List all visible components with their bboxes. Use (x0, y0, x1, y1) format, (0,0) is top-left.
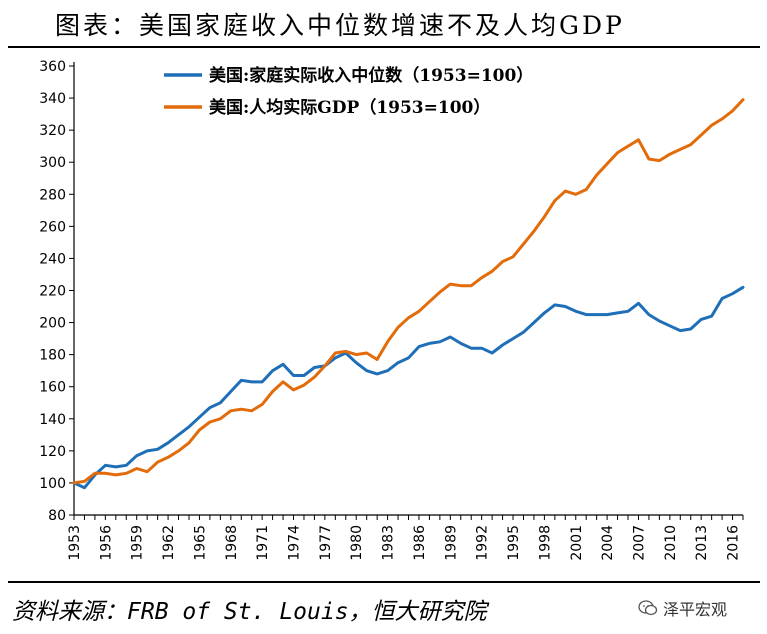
line-chart: 80 100 120 140 160 180 200 220 240 260 280 300 320 34… (39, 59, 745, 561)
x-tick-label: 1974 (287, 525, 303, 561)
chart-legend: 美国:家庭实际收入中位数（1953=100） 美国:人均实际GDP（1953=10… (164, 65, 533, 118)
x-tick-label: 1971 (255, 525, 271, 561)
y-tick-label: 260 (39, 219, 66, 235)
x-tick-label: 1953 (67, 525, 83, 561)
y-tick-label: 200 (39, 316, 66, 332)
legend-label: 美国:人均实际GDP（1953=100） (209, 97, 490, 118)
wechat-bubble-icon (638, 600, 658, 616)
chart-series (72, 98, 745, 490)
x-tick-label: 2013 (694, 525, 710, 561)
y-tick-label: 300 (39, 155, 66, 171)
legend-label: 美国:家庭实际收入中位数（1953=100） (209, 65, 533, 86)
y-tick-label: 160 (39, 380, 66, 396)
y-tick-label: 280 (39, 187, 66, 203)
x-tick-label: 1986 (412, 525, 428, 561)
x-tick-label: 1968 (224, 525, 240, 561)
x-tick-label: 1983 (381, 525, 397, 561)
chart-axes: 80 100 120 140 160 180 200 220 240 260 280 300 320 34… (39, 59, 744, 561)
x-tick-label: 1980 (349, 525, 365, 561)
y-tick-label: 80 (48, 508, 66, 524)
x-tick-label: 2007 (631, 525, 647, 561)
series-line-gdp-per-capita (72, 98, 745, 485)
y-tick-label: 100 (39, 476, 66, 492)
y-tick-label: 120 (39, 444, 66, 460)
y-tick-label: 340 (39, 91, 66, 107)
y-tick-label: 180 (39, 348, 66, 364)
y-tick-label: 240 (39, 251, 66, 267)
x-tick-label: 1992 (475, 525, 491, 561)
top-rule (8, 46, 760, 48)
x-tick-label: 2004 (600, 525, 616, 561)
chart-title: 图表：美国家庭收入中位数增速不及人均GDP (55, 11, 625, 40)
x-tick-label: 1977 (318, 525, 334, 561)
x-tick-label: 1956 (98, 525, 114, 561)
series-line-household-income (72, 285, 745, 490)
x-tick-label: 2010 (663, 525, 679, 561)
brand-watermark: 泽平宏观 (638, 596, 727, 620)
y-tick-label: 360 (39, 59, 66, 75)
x-tick-label: 1995 (506, 525, 522, 561)
x-tick-label: 1962 (161, 525, 177, 561)
x-tick-label: 1989 (443, 525, 459, 561)
x-tick-label: 1959 (130, 525, 146, 561)
source-note: 资料来源：FRB of St. Louis，恒大研究院 (12, 599, 487, 625)
x-tick-label: 1965 (192, 525, 208, 561)
x-tick-label: 1998 (537, 525, 553, 561)
bottom-rule (8, 581, 760, 583)
y-tick-label: 320 (39, 123, 66, 139)
y-tick-label: 140 (39, 412, 66, 428)
brand-label: 泽平宏观 (663, 600, 728, 619)
x-tick-label: 2001 (569, 525, 585, 561)
y-tick-label: 220 (39, 284, 66, 300)
x-tick-label: 2016 (726, 525, 742, 561)
